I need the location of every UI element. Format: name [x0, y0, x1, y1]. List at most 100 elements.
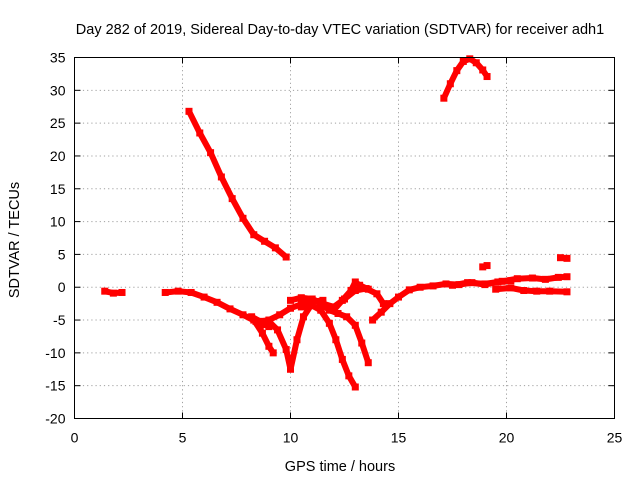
data-point: [239, 311, 247, 319]
data-point: [196, 129, 204, 137]
data-point: [416, 283, 424, 291]
data-point: [364, 359, 372, 367]
data-point: [533, 287, 541, 295]
data-point: [338, 355, 346, 363]
data-point: [528, 274, 536, 282]
data-point: [325, 319, 333, 327]
y-axis-label: SDTVAR / TECUs: [7, 182, 23, 298]
data-point: [483, 262, 491, 270]
series-arc-16: [479, 262, 491, 271]
data-point: [297, 303, 305, 311]
data-point: [513, 275, 521, 283]
y-tick-labels: 35 30 25 20 15 10 5 0 -5 -10 -15 -20: [45, 50, 65, 427]
x-tick-labels: 0 5 10 15 20 25: [71, 430, 623, 446]
y-tick-label: 35: [50, 50, 66, 66]
data-point: [446, 80, 454, 88]
data-point: [282, 253, 290, 261]
data-point: [334, 309, 342, 317]
data-point: [261, 237, 269, 245]
x-axis-label: GPS time / hours: [285, 459, 395, 475]
data-point: [459, 57, 467, 65]
data-point: [308, 295, 316, 303]
data-point: [373, 290, 381, 298]
data-point: [287, 304, 294, 312]
data-point: [271, 244, 279, 252]
data-point: [481, 280, 489, 288]
y-tick-label: 30: [50, 82, 66, 98]
data-point: [386, 300, 394, 308]
plot-frame: [74, 57, 615, 419]
data-point: [405, 286, 413, 294]
series-arc-6: [185, 107, 290, 261]
data-point: [345, 372, 353, 380]
series-arc-12: [449, 273, 571, 289]
data-point: [377, 308, 385, 316]
y-tick-label: -10: [45, 345, 65, 361]
data-point: [319, 300, 327, 308]
series-arc-13: [492, 284, 571, 296]
data-point: [217, 173, 225, 181]
data-point: [479, 263, 487, 271]
series-arc-10: [330, 278, 372, 314]
data-point: [274, 326, 282, 334]
series-arc-5: [250, 316, 277, 357]
data-point: [364, 285, 372, 293]
data-point: [308, 302, 316, 310]
data-point: [351, 278, 359, 286]
data-point: [369, 316, 377, 324]
y-tick-label: 5: [58, 246, 66, 262]
data-point: [472, 59, 480, 67]
data-point: [449, 281, 456, 289]
data-point: [293, 336, 301, 344]
data-point: [269, 349, 277, 357]
data-point: [351, 383, 359, 391]
data-point: [213, 298, 221, 306]
series-line: [186, 108, 290, 260]
series-line: [492, 284, 570, 295]
data-point: [395, 293, 402, 301]
data-point: [299, 313, 307, 321]
y-tick-label: 0: [58, 279, 66, 295]
data-point: [187, 288, 195, 296]
data-point: [265, 323, 273, 331]
data-point: [429, 282, 437, 290]
data-point: [338, 296, 346, 304]
data-point: [256, 317, 264, 325]
data-point: [554, 273, 562, 281]
data-point: [287, 296, 294, 304]
data-point: [109, 289, 117, 297]
data-point: [330, 306, 338, 314]
data-point: [265, 317, 273, 325]
data-point: [226, 305, 234, 313]
x-tick-label: 15: [391, 430, 407, 446]
axis-ticks: [74, 57, 615, 419]
series-arc-1: [101, 287, 126, 297]
data-point: [118, 288, 126, 296]
data-point: [492, 285, 500, 293]
data-point: [250, 316, 258, 324]
data-point: [507, 284, 515, 292]
data-point: [442, 280, 450, 288]
series-arc-15: [557, 254, 571, 262]
data-point: [282, 346, 290, 354]
data-point: [250, 231, 258, 239]
data-point: [498, 277, 506, 285]
data-point: [453, 67, 461, 75]
data-point: [276, 311, 284, 319]
data-point: [239, 214, 247, 222]
data-point: [479, 66, 487, 74]
data-point: [161, 288, 169, 296]
data-point: [287, 365, 294, 373]
y-tick-label: 20: [50, 148, 66, 164]
data-point: [185, 107, 193, 115]
data-point: [379, 300, 387, 308]
data-point: [440, 94, 448, 102]
series-arc-14: [440, 55, 491, 102]
data-point: [563, 254, 571, 262]
data-point: [258, 329, 266, 337]
chart-title: Day 282 of 2019, Sidereal Day-to-day VTE…: [76, 22, 604, 38]
data-point: [557, 254, 564, 262]
data-point: [520, 287, 528, 295]
data-point: [297, 294, 305, 302]
